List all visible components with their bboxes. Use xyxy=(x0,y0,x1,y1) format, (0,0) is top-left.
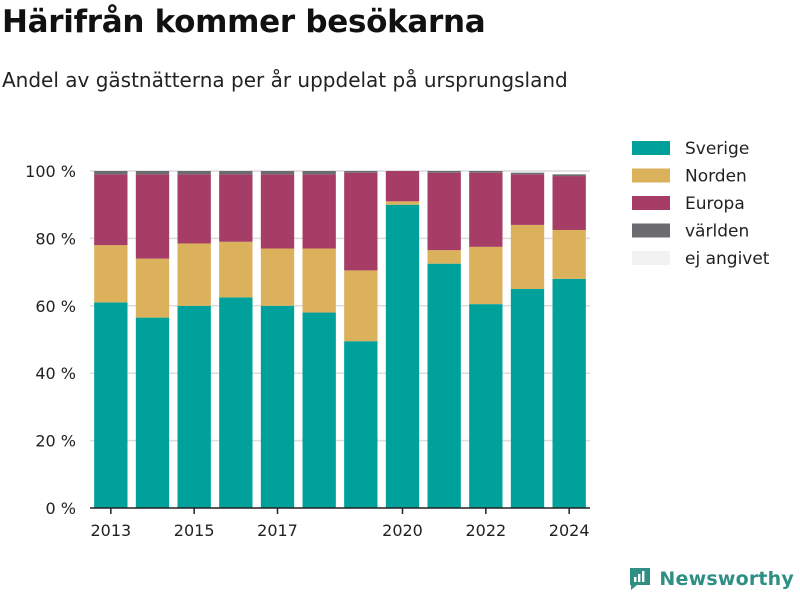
bar-segment-sverige xyxy=(94,302,128,508)
bar-segment-europa xyxy=(344,172,378,271)
bar-segment-världen xyxy=(94,171,128,175)
bar-segment-norden xyxy=(94,245,128,303)
bar-segment-världen xyxy=(552,174,586,177)
legend-swatch xyxy=(632,223,670,238)
y-tick-label: 40 % xyxy=(35,364,76,383)
bar-segment-europa xyxy=(260,174,295,249)
bar-segment-norden xyxy=(510,224,545,289)
bar-segment-norden xyxy=(385,201,420,205)
chart-subtitle: Andel av gästnätterna per år uppdelat på… xyxy=(2,68,568,92)
x-tick-label: 2022 xyxy=(465,521,506,540)
bar-segment-sverige xyxy=(510,288,545,508)
bar-segment-sverige xyxy=(302,312,336,508)
y-tick-label: 60 % xyxy=(35,297,76,316)
legend-label: Norden xyxy=(685,167,747,187)
bar-segment-europa xyxy=(385,171,420,202)
x-tick-label: 2015 xyxy=(174,521,215,540)
x-tick-label: 2013 xyxy=(90,521,131,540)
bar-segment-europa xyxy=(552,176,586,230)
legend-label: Sverige xyxy=(685,139,749,159)
brand-logo: Newsworthy xyxy=(627,566,794,592)
bar-segment-norden xyxy=(344,270,378,342)
bar-segment-europa xyxy=(177,174,211,244)
bar-segment-sverige xyxy=(427,263,461,508)
bar-segment-världen xyxy=(427,171,461,173)
chart-title: Härifrån kommer besökarna xyxy=(2,4,486,40)
bar-segment-europa xyxy=(219,174,253,242)
x-tick-label: 2020 xyxy=(382,521,423,540)
bar-segment-världen xyxy=(219,171,253,175)
bar-segment-europa xyxy=(135,174,170,259)
bar-segment-sverige xyxy=(260,305,295,508)
bar-segment-världen xyxy=(510,172,545,175)
legend-swatch xyxy=(632,251,670,265)
x-tick-label: 2017 xyxy=(257,521,298,540)
legend-label: Europa xyxy=(685,194,745,214)
bar-segment-sverige xyxy=(385,204,420,508)
bar-segment-europa xyxy=(94,174,128,246)
bar-segment-världen xyxy=(344,171,378,173)
legend-swatch xyxy=(632,196,670,210)
legend-swatch xyxy=(632,168,670,183)
bar-segment-världen xyxy=(135,171,170,175)
bar-segment-norden xyxy=(302,248,336,313)
y-tick-label: 0 % xyxy=(46,499,76,518)
brand-name: Newsworthy xyxy=(659,568,794,590)
bar-segment-världen xyxy=(177,171,211,175)
legend-swatch xyxy=(632,141,670,155)
bar-segment-norden xyxy=(219,241,253,298)
legend-label: ej angivet xyxy=(685,249,770,269)
bar-segment-norden xyxy=(177,243,211,306)
y-tick-label: 80 % xyxy=(35,229,76,248)
bar-segment-norden xyxy=(552,229,586,279)
x-tick-label: 2024 xyxy=(549,521,590,540)
bar-segment-europa xyxy=(427,172,461,251)
bar-segment-norden xyxy=(427,250,461,264)
y-tick-label: 100 % xyxy=(25,162,76,181)
bar-segment-norden xyxy=(260,248,295,306)
bar-segment-världen xyxy=(469,171,503,173)
bar-segment-europa xyxy=(469,172,503,247)
bar-segment-sverige xyxy=(219,297,253,508)
y-tick-label: 20 % xyxy=(35,432,76,451)
bar-segment-världen xyxy=(302,171,336,175)
bar-segment-världen xyxy=(260,171,295,175)
bar-segment-norden xyxy=(469,246,503,305)
bar-segment-sverige xyxy=(135,317,170,508)
bar-segment-sverige xyxy=(552,278,586,508)
bar-segment-norden xyxy=(135,258,170,318)
bar-segment-sverige xyxy=(344,341,378,508)
newsworthy-logo-icon xyxy=(630,568,651,590)
legend-label: världen xyxy=(685,222,749,242)
bar-segment-sverige xyxy=(177,305,211,508)
bar-segment-sverige xyxy=(469,304,503,508)
bar-segment-europa xyxy=(302,174,336,249)
bar-segment-europa xyxy=(510,174,545,225)
